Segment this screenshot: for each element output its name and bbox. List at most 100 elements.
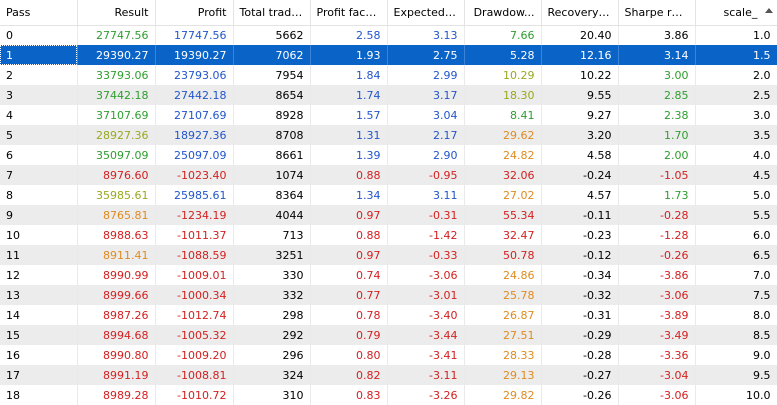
cell-profit-factor: 1.31 bbox=[310, 125, 388, 145]
cell-recovery-factor: -0.32 bbox=[541, 285, 619, 305]
column-header-drawdown[interactable]: Drawdow... bbox=[464, 0, 542, 26]
table-row[interactable]: 4 37107.69 27107.69 8928 1.57 3.04 8.41 9.27 2.3… bbox=[0, 105, 777, 125]
column-header-profit[interactable]: Profit bbox=[155, 0, 234, 26]
cell-scale: 2.5 bbox=[695, 85, 777, 105]
cell-profit-factor: 0.79 bbox=[310, 325, 388, 345]
cell-recovery-factor: -0.28 bbox=[541, 345, 619, 365]
cell-sharpe-ratio: 1.73 bbox=[618, 185, 696, 205]
cell-result: 35097.09 bbox=[77, 145, 156, 165]
cell-sharpe-ratio: 3.14 bbox=[618, 45, 696, 65]
cell-drawdown: 50.78 bbox=[464, 245, 542, 265]
table-row[interactable]: 17 8991.19 -1008.81 324 0.82 -3.11 29.13 -0.27-… bbox=[0, 365, 777, 385]
cell-profit: 25985.61 bbox=[155, 185, 234, 205]
cell-drawdown: 24.86 bbox=[464, 265, 542, 285]
cell-scale: 8.0 bbox=[695, 305, 777, 325]
cell-profit-factor: 1.34 bbox=[310, 185, 388, 205]
cell-result: 29390.27 bbox=[77, 45, 156, 65]
cell-expected-payoff: -3.26 bbox=[387, 385, 465, 405]
cell-sharpe-ratio: -3.89 bbox=[618, 305, 696, 325]
cell-result: 35985.61 bbox=[77, 185, 156, 205]
table-row[interactable]: 12 8990.99 -1009.01 330 0.74 -3.06 24.86 -0.34-… bbox=[0, 265, 777, 285]
cell-pass: 12 bbox=[0, 265, 78, 285]
column-header-recovery-factor[interactable]: Recovery f... bbox=[541, 0, 619, 26]
column-header-pass[interactable]: Pass bbox=[0, 0, 78, 26]
table-row[interactable]: 18 8989.28 -1010.72 310 0.83 -3.26 29.82 -0.26-… bbox=[0, 385, 777, 405]
cell-recovery-factor: -0.31 bbox=[541, 305, 619, 325]
cell-scale: 1.5 bbox=[695, 45, 777, 65]
cell-drawdown: 27.02 bbox=[464, 185, 542, 205]
table-row[interactable]: 5 28927.36 18927.36 8708 1.31 2.17 29.62 3.20 1.… bbox=[0, 125, 777, 145]
table-row[interactable]: 8 35985.61 25985.61 8364 1.34 3.11 27.02 4.57 1.… bbox=[0, 185, 777, 205]
cell-pass: 9 bbox=[0, 205, 78, 225]
cell-sharpe-ratio: 3.86 bbox=[618, 25, 696, 45]
table-row[interactable]: 9 8765.81 -1234.19 4044 0.97 -0.31 55.34 -0.11-… bbox=[0, 205, 777, 225]
table-row[interactable]: 10 8988.63 -1011.37 713 0.88 -1.42 32.47 -0.23-… bbox=[0, 225, 777, 245]
cell-expected-payoff: -3.44 bbox=[387, 325, 465, 345]
table-row[interactable]: 14 8987.26 -1012.74 298 0.78 -3.40 26.87 -0.31-… bbox=[0, 305, 777, 325]
table-row[interactable]: 2 33793.06 23793.06 7954 1.84 2.99 10.29 10.22 3… bbox=[0, 65, 777, 85]
cell-profit-factor: 0.97 bbox=[310, 205, 388, 225]
cell-drawdown: 10.29 bbox=[464, 65, 542, 85]
cell-profit-factor: 1.84 bbox=[310, 65, 388, 85]
results-body: 0 27747.56 17747.56 5662 2.58 3.13 7.66 20.40 3.… bbox=[0, 25, 777, 405]
sort-ascending-icon bbox=[764, 8, 773, 13]
column-header-scale-content: scale_ bbox=[696, 0, 777, 24]
cell-profit-factor: 1.74 bbox=[310, 85, 388, 105]
cell-scale: 8.5 bbox=[695, 325, 777, 345]
column-header-total-trades[interactable]: Total trades bbox=[233, 0, 311, 26]
cell-total-trades: 8708 bbox=[233, 125, 311, 145]
cell-profit-factor: 0.74 bbox=[310, 265, 388, 285]
cell-drawdown: 55.34 bbox=[464, 205, 542, 225]
header-row: Pass Result Profit Total trades Profit f… bbox=[0, 0, 777, 26]
cell-scale: 7.5 bbox=[695, 285, 777, 305]
cell-drawdown: 29.82 bbox=[464, 385, 542, 405]
cell-pass: 10 bbox=[0, 225, 78, 245]
cell-pass: 18 bbox=[0, 385, 78, 405]
cell-total-trades: 7954 bbox=[233, 65, 311, 85]
cell-recovery-factor: 4.57 bbox=[541, 185, 619, 205]
table-row[interactable]: 13 8999.66 -1000.34 332 0.77 -3.01 25.78 -0.32-… bbox=[0, 285, 777, 305]
cell-pass: 11 bbox=[0, 245, 78, 265]
cell-total-trades: 296 bbox=[233, 345, 311, 365]
cell-scale: 4.0 bbox=[695, 145, 777, 165]
cell-total-trades: 292 bbox=[233, 325, 311, 345]
cell-pass: 5 bbox=[0, 125, 78, 145]
cell-pass: 14 bbox=[0, 305, 78, 325]
column-header-sharpe-ratio[interactable]: Sharpe ratio bbox=[618, 0, 696, 26]
cell-expected-payoff: -3.06 bbox=[387, 265, 465, 285]
cell-result: 8990.80 bbox=[77, 345, 156, 365]
cell-expected-payoff: -1.42 bbox=[387, 225, 465, 245]
cell-total-trades: 310 bbox=[233, 385, 311, 405]
cell-profit: -1009.01 bbox=[155, 265, 234, 285]
table-row[interactable]: 16 8990.80 -1009.20 296 0.80 -3.41 28.33 -0.28-… bbox=[0, 345, 777, 365]
cell-sharpe-ratio: -3.04 bbox=[618, 365, 696, 385]
cell-scale: 9.0 bbox=[695, 345, 777, 365]
table-row[interactable]: 11 8911.41 -1088.59 3251 0.97 -0.33 50.78 -0.12… bbox=[0, 245, 777, 265]
table-row[interactable]: 3 37442.18 27442.18 8654 1.74 3.17 18.30 9.55 2.… bbox=[0, 85, 777, 105]
cell-expected-payoff: 3.13 bbox=[387, 25, 465, 45]
table-row[interactable]: 0 27747.56 17747.56 5662 2.58 3.13 7.66 20.40 3.… bbox=[0, 25, 777, 45]
table-row[interactable]: 6 35097.09 25097.09 8661 1.39 2.90 24.82 4.58 2.… bbox=[0, 145, 777, 165]
table-row[interactable]: 1 29390.27 19390.27 7062 1.93 2.75 5.28 12.16 3.… bbox=[0, 45, 777, 65]
cell-drawdown: 28.33 bbox=[464, 345, 542, 365]
cell-scale: 7.0 bbox=[695, 265, 777, 285]
cell-sharpe-ratio: -3.06 bbox=[618, 385, 696, 405]
column-header-result[interactable]: Result bbox=[77, 0, 156, 26]
cell-recovery-factor: 20.40 bbox=[541, 25, 619, 45]
cell-result: 37107.69 bbox=[77, 105, 156, 125]
table-row[interactable]: 15 8994.68 -1005.32 292 0.79 -3.44 27.51 -0.29-… bbox=[0, 325, 777, 345]
cell-recovery-factor: 3.20 bbox=[541, 125, 619, 145]
table-row[interactable]: 7 8976.60 -1023.40 1074 0.88 -0.95 32.06 -0.24-… bbox=[0, 165, 777, 185]
cell-profit: -1023.40 bbox=[155, 165, 234, 185]
cell-recovery-factor: -0.24 bbox=[541, 165, 619, 185]
cell-total-trades: 7062 bbox=[233, 45, 311, 65]
cell-sharpe-ratio: 1.70 bbox=[618, 125, 696, 145]
cell-total-trades: 332 bbox=[233, 285, 311, 305]
cell-result: 37442.18 bbox=[77, 85, 156, 105]
column-header-expected-payoff[interactable]: Expected ... bbox=[387, 0, 465, 26]
column-header-scale[interactable]: scale_ bbox=[695, 0, 777, 26]
column-header-profit-factor[interactable]: Profit factor bbox=[310, 0, 388, 26]
cell-drawdown: 29.62 bbox=[464, 125, 542, 145]
cell-scale: 5.0 bbox=[695, 185, 777, 205]
